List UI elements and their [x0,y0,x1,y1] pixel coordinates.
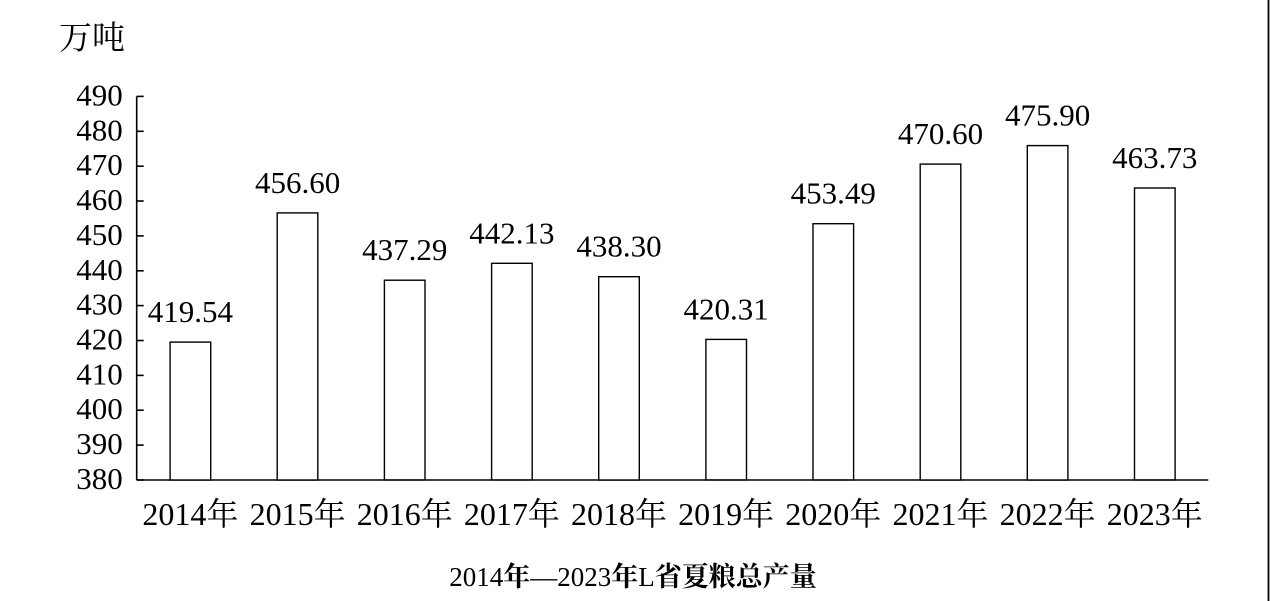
svg-text:450: 450 [76,217,123,252]
svg-text:430: 430 [76,287,123,322]
svg-text:420: 420 [76,322,123,357]
svg-text:490: 490 [76,77,123,112]
svg-text:380: 380 [76,461,123,496]
svg-text:390: 390 [76,426,123,461]
svg-text:2016年: 2016年 [357,496,453,532]
svg-text:420.31: 420.31 [683,291,768,326]
svg-text:400: 400 [76,391,123,426]
svg-text:2020年: 2020年 [785,496,881,532]
svg-text:438.30: 438.30 [576,229,661,264]
svg-text:2022年: 2022年 [1000,496,1096,532]
svg-text:419.54: 419.54 [148,294,234,329]
svg-text:2018年: 2018年 [571,496,667,532]
svg-text:2017年: 2017年 [464,496,560,532]
svg-text:475.90: 475.90 [1005,98,1090,133]
svg-text:2014年—2023年L省夏粮总产量: 2014年—2023年L省夏粮总产量 [449,562,817,592]
svg-text:万吨: 万吨 [59,20,125,57]
svg-text:460: 460 [76,182,123,217]
svg-text:437.29: 437.29 [362,232,447,267]
svg-text:453.49: 453.49 [791,176,876,211]
svg-text:2015年: 2015年 [250,496,346,532]
svg-text:2019年: 2019年 [678,496,774,532]
svg-text:410: 410 [76,356,123,391]
svg-text:440: 440 [76,252,123,287]
svg-text:463.73: 463.73 [1112,140,1197,175]
svg-text:442.13: 442.13 [469,215,554,250]
svg-text:470.60: 470.60 [898,116,983,151]
svg-text:470: 470 [76,147,123,182]
svg-text:2021年: 2021年 [892,496,988,532]
svg-text:2014年: 2014年 [142,496,238,532]
svg-text:456.60: 456.60 [255,165,340,200]
svg-text:480: 480 [76,112,123,147]
svg-text:2023年: 2023年 [1107,496,1203,532]
